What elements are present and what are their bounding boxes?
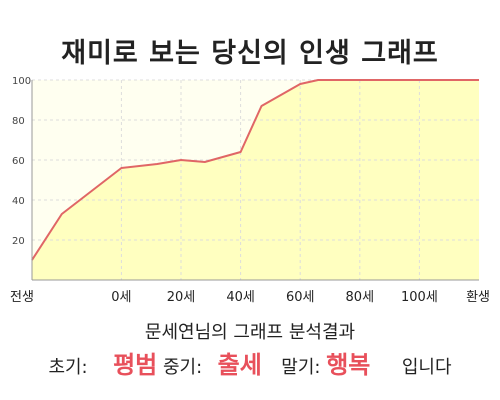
- result-title: 문세연님의 그래프 분석결과: [144, 322, 356, 343]
- y-tick-label: 20: [12, 236, 25, 247]
- mid-value: 출세: [217, 351, 262, 379]
- series-area: [32, 80, 479, 280]
- series-line: [31, 79, 479, 261]
- x-tick-label: 40세: [226, 290, 255, 305]
- result-line: 초기: 평범 중기: 출세 말기: 행복 입니다: [0, 345, 500, 380]
- y-tick-label: 80: [12, 116, 25, 127]
- x-tick-label: 0세: [111, 290, 131, 305]
- late-value: 행복: [326, 351, 371, 379]
- y-tick-label: 60: [12, 156, 25, 167]
- x-tick-label: 100세: [401, 290, 438, 305]
- x-tick-label: 20세: [167, 290, 196, 305]
- x-tick-label: 전생: [10, 290, 34, 305]
- y-tick-label: 40: [12, 196, 25, 207]
- x-tick-label: 80세: [346, 290, 375, 305]
- late-label: 말기:: [281, 357, 321, 378]
- suffix-text: 입니다: [401, 357, 452, 378]
- early-value: 평범: [113, 351, 158, 379]
- x-tick-label: 60세: [286, 290, 315, 305]
- x-tick-label: 환생: [466, 290, 490, 305]
- chart-title: 재미로 보는 당신의 인생 그래프: [61, 38, 439, 69]
- y-tick-label: 100: [12, 76, 31, 87]
- mid-label: 중기:: [163, 357, 203, 378]
- early-label: 초기:: [48, 357, 88, 378]
